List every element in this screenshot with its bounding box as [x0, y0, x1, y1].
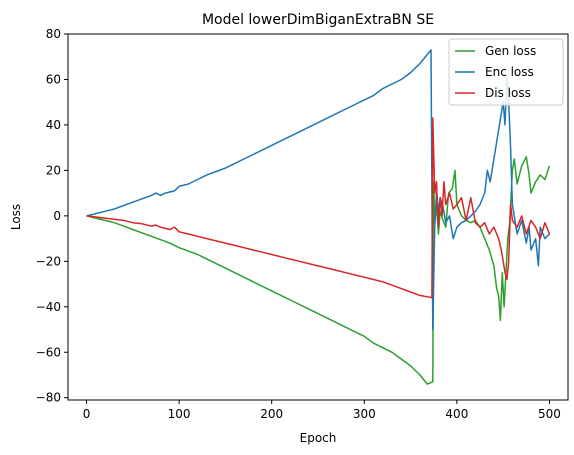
x-tick-label: 400 [445, 407, 468, 421]
x-tick-label: 500 [538, 407, 561, 421]
y-tick-label: 80 [46, 27, 61, 41]
chart-title: Model lowerDimBiganExtraBN SE [202, 12, 434, 28]
x-axis-label: Epoch [300, 431, 337, 445]
y-tick-label: 60 [46, 72, 61, 86]
y-tick-label: −40 [36, 300, 61, 314]
y-tick-label: −20 [36, 254, 61, 268]
series-line-gen-loss [86, 156, 551, 385]
y-tick-label: 0 [53, 209, 61, 223]
legend: Gen loss Enc loss Dis loss [448, 38, 564, 106]
y-tick-label: −60 [36, 345, 61, 359]
legend-entry: Dis loss [485, 86, 531, 100]
y-tick-label: 20 [46, 163, 61, 177]
x-tick-label: 300 [353, 407, 376, 421]
legend-box [448, 38, 564, 106]
plot-frame [67, 33, 569, 401]
x-axis: 0 100 200 300 400 500 [83, 400, 561, 421]
x-tick-label: 100 [168, 407, 191, 421]
series-line-dis-loss [86, 117, 551, 299]
y-tick-label: −80 [36, 391, 61, 405]
y-axis-label: Loss [9, 204, 23, 230]
legend-entry: Gen loss [485, 44, 536, 58]
legend-entry: Enc loss [485, 65, 534, 79]
y-tick-label: 40 [46, 118, 61, 132]
x-tick-label: 200 [260, 407, 283, 421]
y-axis: −80 −60 −40 −20 0 20 40 60 80 [36, 27, 68, 405]
x-tick-label: 0 [83, 407, 91, 421]
